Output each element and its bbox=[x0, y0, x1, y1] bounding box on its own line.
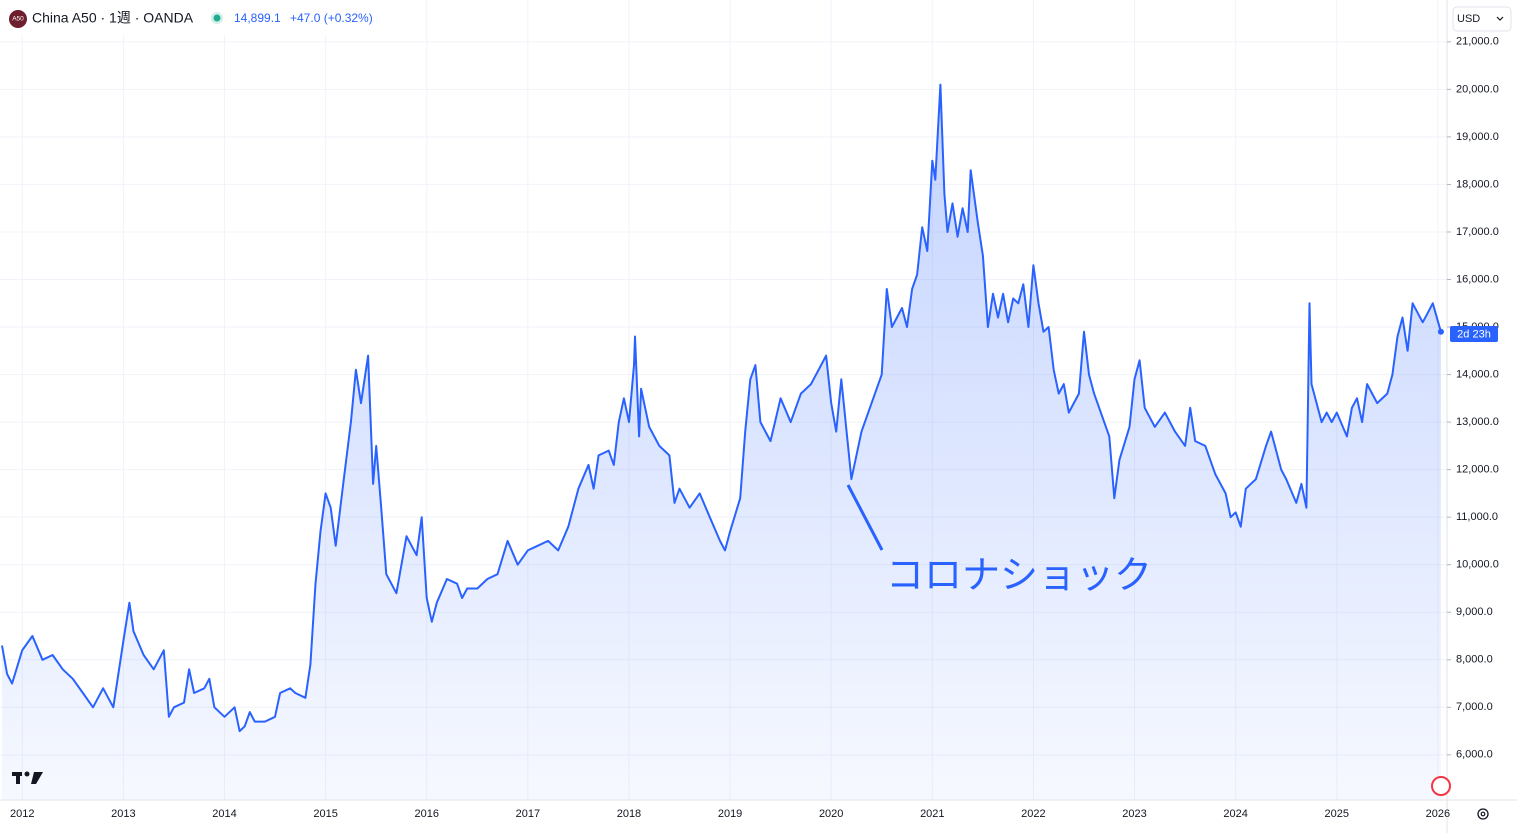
y-tick-label: 18,000.0 bbox=[1456, 178, 1499, 190]
x-tick-label: 2018 bbox=[617, 808, 641, 820]
y-tick-label: 8,000.0 bbox=[1456, 654, 1493, 666]
y-tick-label: 6,000.0 bbox=[1456, 749, 1493, 761]
last-point bbox=[1437, 328, 1444, 335]
y-tick-label: 13,000.0 bbox=[1456, 416, 1499, 428]
y-tick-label: 10,000.0 bbox=[1456, 559, 1499, 571]
x-tick-label: 2014 bbox=[212, 808, 236, 820]
y-tick-label: 17,000.0 bbox=[1456, 226, 1499, 238]
header-bg bbox=[0, 0, 400, 36]
chevron bbox=[1496, 16, 1504, 21]
x-tick-label: 2017 bbox=[516, 808, 540, 820]
countdown-tag bbox=[1450, 326, 1498, 342]
area-fill bbox=[2, 84, 1441, 801]
plot bbox=[1, 83, 1444, 801]
y-tick-label: 7,000.0 bbox=[1456, 701, 1493, 713]
x-tick-label: 2016 bbox=[414, 808, 438, 820]
currency-button[interactable] bbox=[1452, 6, 1512, 32]
x-tick-label: 2019 bbox=[718, 808, 742, 820]
y-tick-label: 21,000.0 bbox=[1456, 36, 1499, 48]
settings-icon-center bbox=[1480, 811, 1486, 817]
tv-logo bbox=[12, 771, 43, 784]
symbol: China A50 · 1週 · OANDA bbox=[32, 10, 194, 26]
countdown: 2d 23h bbox=[1457, 328, 1491, 340]
currency[interactable]: USD bbox=[1457, 13, 1480, 25]
y-tick-label: 9,000.0 bbox=[1456, 606, 1493, 618]
y-tick-label: 19,000.0 bbox=[1456, 131, 1499, 143]
price-line bbox=[1, 83, 1442, 733]
x-tick-label: 2022 bbox=[1021, 808, 1045, 820]
y-tick-label: 14,000.0 bbox=[1456, 368, 1499, 380]
status-dot bbox=[213, 14, 221, 22]
y-tick-label: 11,000.0 bbox=[1456, 511, 1498, 523]
x-tick-label: 2025 bbox=[1325, 808, 1349, 820]
logo bbox=[9, 10, 27, 28]
annotation-pointer bbox=[846, 484, 884, 551]
x-tick-label: 2013 bbox=[111, 808, 135, 820]
x-tick-label: 2024 bbox=[1223, 808, 1247, 820]
settings-icon[interactable] bbox=[1477, 808, 1489, 820]
price: 14,899.1 bbox=[234, 11, 281, 25]
x-tick-label: 2012 bbox=[10, 808, 34, 820]
y-tick-label: 20,000.0 bbox=[1456, 83, 1499, 95]
y-tick-label: 16,000.0 bbox=[1456, 273, 1499, 285]
logo-text: A50 bbox=[12, 16, 24, 23]
x-tick-label: 2026 bbox=[1426, 808, 1450, 820]
x-tick-label: 2020 bbox=[819, 808, 843, 820]
y-tick-label: 12,000.0 bbox=[1456, 464, 1499, 476]
x-tick-label: 2023 bbox=[1122, 808, 1146, 820]
event-icon[interactable] bbox=[1431, 776, 1451, 796]
axes: 6,000.0 7,000.0 8,000.0 9,000.0 10,000.0 11,0… bbox=[10, 36, 1499, 820]
annotation: コロナショック bbox=[886, 555, 1152, 597]
x-tick-label: 2021 bbox=[920, 808, 944, 820]
change: +47.0 (+0.32%) bbox=[290, 11, 373, 25]
x-tick-label: 2015 bbox=[313, 808, 337, 820]
